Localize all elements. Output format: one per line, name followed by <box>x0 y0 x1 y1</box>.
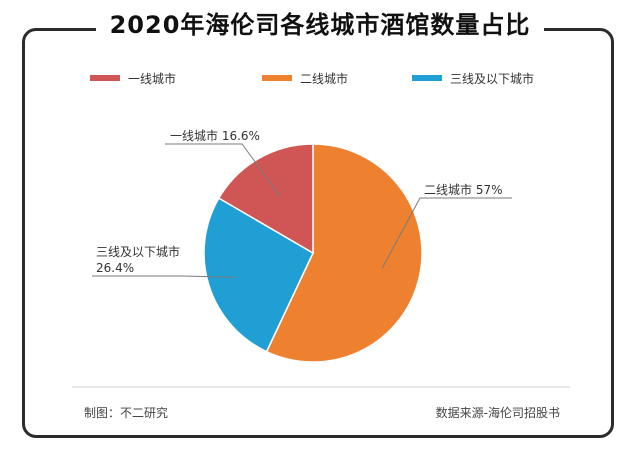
leader-line-tier3 <box>92 275 235 278</box>
data-label-tier3-value: 26.4% <box>96 261 134 275</box>
footer-credit: 制图：不二研究 <box>84 406 169 420</box>
footer-source: 数据来源-海伦司招股书 <box>435 406 560 420</box>
data-label-tier1: 一线城市 16.6% <box>170 128 260 143</box>
data-label-tier2: 二线城市 57% <box>424 182 503 197</box>
legend-item-tier2: 二线城市 <box>262 70 348 86</box>
legend-label-tier2: 二线城市 <box>300 71 349 86</box>
data-label-tier3-name: 三线及以下城市 <box>96 244 180 259</box>
legend-swatch-tier2 <box>262 75 292 81</box>
pie-slice-tier2 <box>265 143 423 363</box>
legend-item-tier3: 三线及以下城市 <box>412 70 534 86</box>
legend-label-tier3: 三线及以下城市 <box>450 71 535 86</box>
leader-line-tier1 <box>165 143 281 197</box>
pie-slice-tier3 <box>203 197 314 353</box>
leader-line-tier2 <box>381 197 512 269</box>
legend-swatch-tier3 <box>412 75 442 81</box>
legend-label-tier1: 一线城市 <box>128 71 177 86</box>
legend-item-tier1: 一线城市 <box>90 70 176 86</box>
pie-slice-tier1 <box>217 143 314 255</box>
legend-swatch-tier1 <box>90 75 120 81</box>
